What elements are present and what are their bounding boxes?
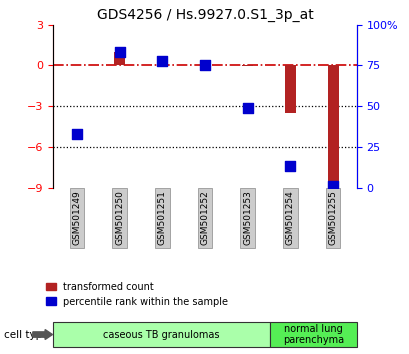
Point xyxy=(286,164,293,169)
Text: caseous TB granulomas: caseous TB granulomas xyxy=(103,330,219,339)
Bar xyxy=(327,65,338,185)
Point xyxy=(73,131,80,137)
Point xyxy=(329,183,336,189)
Bar xyxy=(284,65,295,113)
Point xyxy=(244,105,250,111)
Bar xyxy=(114,52,125,65)
Point xyxy=(116,50,123,55)
Text: normal lung
parenchyma: normal lung parenchyma xyxy=(282,324,343,346)
Bar xyxy=(242,65,252,66)
Point xyxy=(159,58,165,63)
Title: GDS4256 / Hs.9927.0.S1_3p_at: GDS4256 / Hs.9927.0.S1_3p_at xyxy=(97,8,312,22)
Bar xyxy=(199,64,210,65)
Bar xyxy=(157,62,167,65)
Text: cell type: cell type xyxy=(4,330,49,339)
Legend: transformed count, percentile rank within the sample: transformed count, percentile rank withi… xyxy=(46,282,228,307)
Point xyxy=(201,63,208,68)
